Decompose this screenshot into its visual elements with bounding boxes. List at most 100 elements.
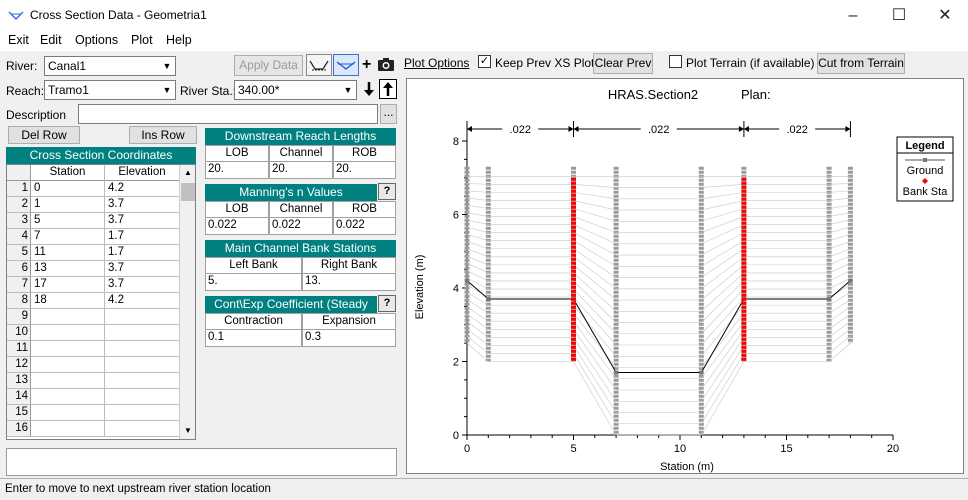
- downstream-rob-input[interactable]: 20.: [333, 161, 396, 179]
- row-number[interactable]: 14: [7, 389, 31, 405]
- add-icon[interactable]: +: [362, 56, 372, 73]
- elevation-cell[interactable]: [105, 309, 179, 325]
- elevation-cell[interactable]: [105, 325, 179, 341]
- left-bank-input[interactable]: 5.: [205, 273, 302, 291]
- station-cell[interactable]: [31, 421, 105, 437]
- keep-prev-checkbox[interactable]: ✓: [478, 55, 491, 68]
- menu-exit[interactable]: Exit: [8, 33, 29, 47]
- cut-from-terrain-button[interactable]: Cut from Terrain: [817, 53, 905, 74]
- prev-xs-line: [573, 280, 617, 323]
- xs-table-scrollbar[interactable]: ▲ ▼: [179, 165, 195, 439]
- station-cell[interactable]: [31, 373, 105, 389]
- downstream-channel-input[interactable]: 20.: [269, 161, 333, 179]
- row-number[interactable]: 8: [7, 293, 31, 309]
- station-cell[interactable]: 13: [31, 261, 105, 277]
- mannings-lob-input[interactable]: 0.022: [205, 217, 269, 235]
- description-more-button[interactable]: ...: [380, 104, 397, 124]
- elevation-cell[interactable]: 3.7: [105, 213, 179, 229]
- coeff-title: Cont\Exp Coefficient (Steady: [205, 296, 377, 313]
- close-button[interactable]: ✕: [938, 7, 952, 24]
- edit-xs-icon[interactable]: [306, 54, 332, 76]
- station-cell[interactable]: 11: [31, 245, 105, 261]
- expansion-input[interactable]: 0.3: [302, 329, 396, 347]
- elevation-cell[interactable]: [105, 389, 179, 405]
- row-number[interactable]: 11: [7, 341, 31, 357]
- elevation-cell[interactable]: 4.2: [105, 293, 179, 309]
- station-cell[interactable]: [31, 389, 105, 405]
- apply-data-button[interactable]: Apply Data: [234, 55, 303, 76]
- scroll-up-icon[interactable]: ▲: [184, 168, 192, 177]
- menu-plot[interactable]: Plot: [131, 33, 153, 47]
- elevation-cell[interactable]: 1.7: [105, 229, 179, 245]
- station-cell[interactable]: 18: [31, 293, 105, 309]
- elevation-cell[interactable]: [105, 357, 179, 373]
- mannings-channel-input[interactable]: 0.022: [269, 217, 333, 235]
- station-cell[interactable]: 5: [31, 213, 105, 229]
- elevation-cell[interactable]: 3.7: [105, 197, 179, 213]
- row-number[interactable]: 3: [7, 213, 31, 229]
- plot-options-link[interactable]: Plot Options: [404, 56, 470, 70]
- river-select[interactable]: Canal1: [44, 56, 176, 76]
- ins-row-button[interactable]: Ins Row: [129, 126, 197, 144]
- row-number[interactable]: 4: [7, 229, 31, 245]
- row-number[interactable]: 13: [7, 373, 31, 389]
- station-cell[interactable]: [31, 405, 105, 421]
- plot-terrain-checkbox[interactable]: [669, 55, 682, 68]
- mannings-help-button[interactable]: ?: [378, 183, 396, 200]
- elevation-cell[interactable]: [105, 405, 179, 421]
- station-cell[interactable]: [31, 357, 105, 373]
- downstream-lob-input[interactable]: 20.: [205, 161, 269, 179]
- elevation-cell[interactable]: 3.7: [105, 261, 179, 277]
- del-row-button[interactable]: Del Row: [8, 126, 80, 144]
- row-number[interactable]: 10: [7, 325, 31, 341]
- station-cell[interactable]: [31, 325, 105, 341]
- chevron-down-icon[interactable]: ▼: [160, 81, 174, 99]
- chevron-down-icon[interactable]: ▼: [160, 57, 174, 75]
- description-input[interactable]: [78, 104, 378, 124]
- prev-xs-line: [466, 277, 489, 290]
- river-sta-select[interactable]: 340.00*: [234, 80, 357, 100]
- station-cell[interactable]: 17: [31, 277, 105, 293]
- prev-xs-line: [466, 342, 489, 362]
- station-cell[interactable]: [31, 341, 105, 357]
- mannings-rob-input[interactable]: 0.022: [333, 217, 396, 235]
- cross-section-chart[interactable]: HRAS.Section2 Plan: Station (m) Elevatio…: [407, 79, 963, 473]
- right-bank-input[interactable]: 13.: [302, 273, 396, 291]
- row-number[interactable]: 16: [7, 421, 31, 437]
- row-number[interactable]: 6: [7, 261, 31, 277]
- menu-edit[interactable]: Edit: [40, 33, 62, 47]
- reach-select[interactable]: Tramo1: [44, 80, 176, 100]
- station-cell[interactable]: 1: [31, 197, 105, 213]
- elevation-cell[interactable]: 4.2: [105, 181, 179, 197]
- contraction-input[interactable]: 0.1: [205, 329, 302, 347]
- station-cell[interactable]: 7: [31, 229, 105, 245]
- elevation-cell[interactable]: [105, 341, 179, 357]
- chevron-down-icon[interactable]: ▼: [341, 81, 355, 99]
- elevation-cell[interactable]: 3.7: [105, 277, 179, 293]
- row-number[interactable]: 15: [7, 405, 31, 421]
- scroll-down-icon[interactable]: ▼: [184, 426, 192, 435]
- elevation-cell[interactable]: 1.7: [105, 245, 179, 261]
- minimize-button[interactable]: –: [848, 7, 858, 24]
- scroll-thumb[interactable]: [181, 183, 195, 201]
- row-number[interactable]: 1: [7, 181, 31, 197]
- xs-view-icon[interactable]: [333, 54, 359, 76]
- maximize-button[interactable]: ☐: [891, 7, 907, 24]
- arrow-down-icon[interactable]: [362, 80, 376, 98]
- arrow-up-icon[interactable]: [379, 79, 397, 99]
- coeff-help-button[interactable]: ?: [378, 295, 396, 312]
- row-number[interactable]: 2: [7, 197, 31, 213]
- row-number[interactable]: 12: [7, 357, 31, 373]
- row-number[interactable]: 7: [7, 277, 31, 293]
- menu-options[interactable]: Options: [75, 33, 119, 47]
- elevation-cell[interactable]: [105, 373, 179, 389]
- elevation-cell[interactable]: [105, 421, 179, 437]
- menu-help[interactable]: Help: [166, 33, 192, 47]
- camera-icon[interactable]: [377, 56, 395, 72]
- clear-prev-button[interactable]: Clear Prev: [593, 53, 653, 74]
- station-cell[interactable]: [31, 309, 105, 325]
- menu-bar: Exit Edit Options Plot Help: [0, 31, 968, 51]
- row-number[interactable]: 9: [7, 309, 31, 325]
- row-number[interactable]: 5: [7, 245, 31, 261]
- station-cell[interactable]: 0: [31, 181, 105, 197]
